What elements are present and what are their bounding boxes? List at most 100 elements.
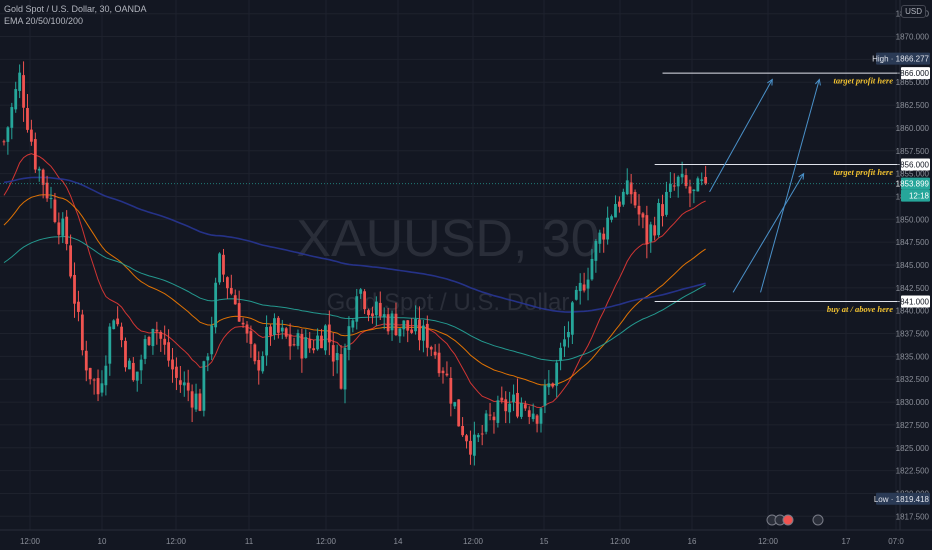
candle[interactable] <box>65 210 69 251</box>
candle[interactable] <box>484 410 488 435</box>
candle[interactable] <box>159 330 163 352</box>
candle[interactable] <box>22 61 25 122</box>
candle[interactable] <box>155 321 159 345</box>
candle[interactable] <box>594 239 598 273</box>
candle[interactable] <box>367 308 370 322</box>
candle[interactable] <box>77 290 80 322</box>
candle[interactable] <box>202 360 206 417</box>
candle[interactable] <box>363 289 366 315</box>
trend-arrow[interactable] <box>732 173 805 293</box>
trend-arrows[interactable] <box>709 78 821 293</box>
candle[interactable] <box>692 189 696 204</box>
candle[interactable] <box>269 324 272 346</box>
candle[interactable] <box>49 186 53 209</box>
trend-arrow[interactable] <box>760 79 820 293</box>
candle[interactable] <box>382 307 386 330</box>
candle[interactable] <box>649 221 653 253</box>
candle[interactable] <box>33 132 37 173</box>
candle[interactable] <box>229 274 233 296</box>
candle[interactable] <box>92 378 96 395</box>
candle[interactable] <box>245 321 249 343</box>
candle[interactable] <box>300 328 304 373</box>
candle[interactable] <box>359 288 363 299</box>
candle[interactable] <box>445 361 449 377</box>
candle[interactable] <box>96 369 100 402</box>
candle[interactable] <box>308 331 312 353</box>
candle[interactable] <box>547 370 551 395</box>
candle[interactable] <box>543 379 547 414</box>
candle[interactable] <box>167 329 170 367</box>
candle[interactable] <box>453 401 457 410</box>
candle[interactable] <box>668 172 672 199</box>
candle[interactable] <box>288 323 292 360</box>
currency-button[interactable]: USD <box>901 5 926 18</box>
candle[interactable] <box>539 407 543 433</box>
candle[interactable] <box>688 179 692 208</box>
candle[interactable] <box>312 339 316 354</box>
candle[interactable] <box>6 126 10 155</box>
candle[interactable] <box>61 212 65 244</box>
candle[interactable] <box>30 119 33 146</box>
candle[interactable] <box>657 198 660 238</box>
candle[interactable] <box>331 332 335 377</box>
candle[interactable] <box>26 94 29 133</box>
candle[interactable] <box>472 421 476 466</box>
candle[interactable] <box>14 81 18 113</box>
price-axis[interactable]: 1817.5001820.0001822.5001825.0001827.500… <box>896 10 930 522</box>
candle[interactable] <box>108 323 112 376</box>
candle[interactable] <box>500 386 504 404</box>
candle[interactable] <box>53 192 57 224</box>
candle[interactable] <box>665 181 668 217</box>
candle[interactable] <box>327 310 331 356</box>
candle[interactable] <box>398 328 402 343</box>
candle[interactable] <box>504 391 508 424</box>
candle[interactable] <box>343 343 347 404</box>
candle[interactable] <box>633 189 637 209</box>
candle[interactable] <box>567 321 570 348</box>
candle[interactable] <box>261 351 265 374</box>
candle[interactable] <box>465 433 468 449</box>
trend-arrow[interactable] <box>709 79 773 193</box>
candle[interactable] <box>45 175 49 202</box>
candle[interactable] <box>422 319 425 353</box>
candle[interactable] <box>206 353 210 372</box>
candle[interactable] <box>645 205 649 259</box>
candle[interactable] <box>186 369 190 402</box>
candle[interactable] <box>276 316 280 339</box>
candle[interactable] <box>249 325 253 358</box>
candle[interactable] <box>324 324 327 355</box>
candle[interactable] <box>653 216 657 241</box>
candle[interactable] <box>218 252 221 285</box>
candle[interactable] <box>316 328 319 351</box>
candle[interactable] <box>672 173 676 191</box>
candle[interactable] <box>374 296 378 327</box>
candle[interactable] <box>190 384 194 423</box>
candle[interactable] <box>284 327 288 339</box>
candle[interactable] <box>559 342 562 371</box>
candle[interactable] <box>676 175 680 198</box>
candle[interactable] <box>437 343 441 377</box>
candle[interactable] <box>355 288 359 330</box>
candle[interactable] <box>112 319 116 330</box>
candle[interactable] <box>598 229 602 253</box>
candle[interactable] <box>492 412 496 434</box>
candle[interactable] <box>371 306 374 324</box>
candle[interactable] <box>116 306 120 327</box>
candle[interactable] <box>226 276 229 300</box>
candle[interactable] <box>233 289 237 305</box>
candle[interactable] <box>461 417 464 437</box>
candle[interactable] <box>304 329 308 359</box>
candle[interactable] <box>488 402 492 421</box>
symbol-title[interactable]: Gold Spot / U.S. Dollar, 30, OANDA <box>4 4 147 14</box>
candle[interactable] <box>661 194 664 227</box>
candle[interactable] <box>296 329 300 350</box>
candle[interactable] <box>41 168 45 199</box>
candle[interactable] <box>339 345 343 390</box>
candle[interactable] <box>18 64 22 99</box>
candle[interactable] <box>378 291 382 321</box>
candle[interactable] <box>104 355 108 396</box>
candle[interactable] <box>574 286 578 301</box>
candle[interactable] <box>147 335 151 346</box>
candle[interactable] <box>496 395 500 428</box>
